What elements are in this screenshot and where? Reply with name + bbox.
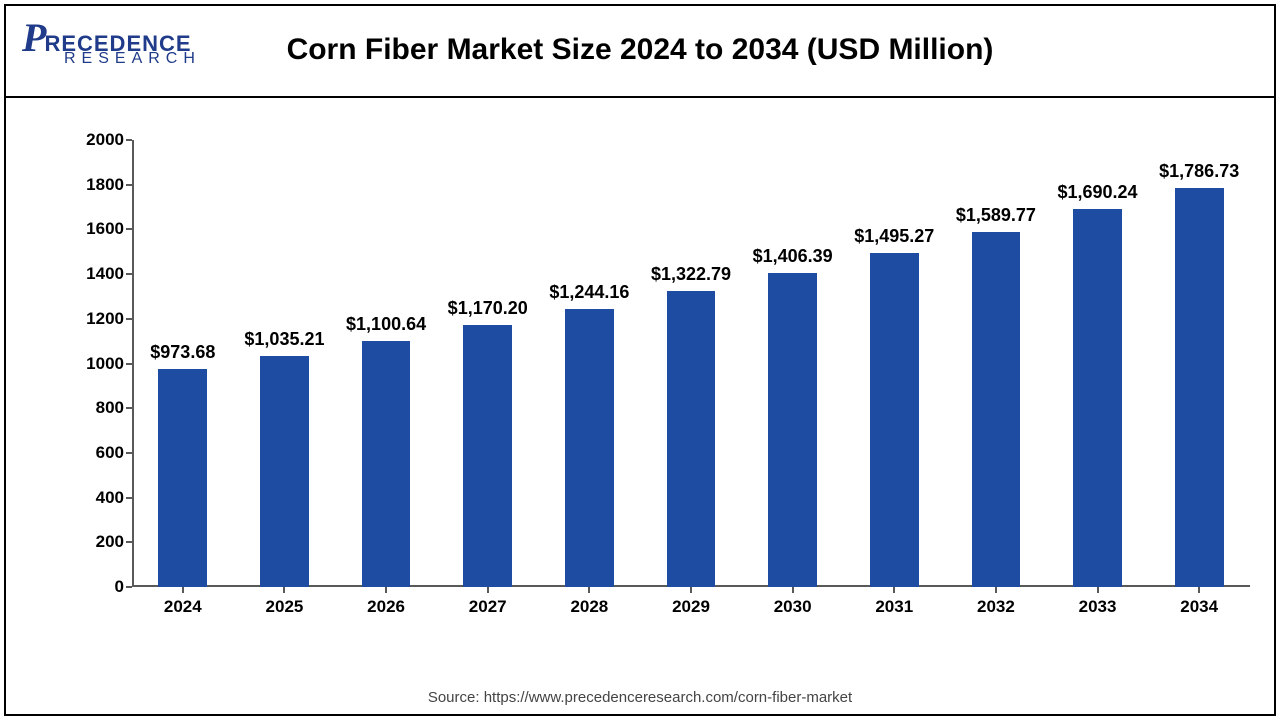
bar (1073, 209, 1122, 587)
y-tick-mark (126, 407, 132, 409)
x-tick-mark (1198, 587, 1200, 593)
x-tick-mark (487, 587, 489, 593)
bar (768, 273, 817, 587)
bar (362, 341, 411, 587)
y-tick-label: 1600 (72, 219, 124, 239)
y-tick-label: 1000 (72, 354, 124, 374)
bar (870, 253, 919, 587)
bar-value-label: $1,170.20 (448, 298, 528, 319)
x-tick-mark (792, 587, 794, 593)
x-tick-mark (690, 587, 692, 593)
bar (972, 232, 1021, 587)
y-tick-mark (126, 363, 132, 365)
bar (463, 325, 512, 587)
x-tick-mark (1097, 587, 1099, 593)
bar (260, 356, 309, 587)
bar-value-label: $1,244.16 (549, 282, 629, 303)
x-tick-label: 2029 (672, 597, 710, 617)
chart-area: 0200400600800100012001400160018002000 $9… (70, 140, 1250, 625)
y-tick-label: 1800 (72, 175, 124, 195)
y-tick-mark (126, 184, 132, 186)
x-tick-label: 2032 (977, 597, 1015, 617)
y-tick-mark (126, 586, 132, 588)
y-axis (132, 140, 134, 587)
y-tick-label: 0 (72, 577, 124, 597)
y-tick-label: 1200 (72, 309, 124, 329)
x-tick-label: 2028 (570, 597, 608, 617)
y-tick-mark (126, 139, 132, 141)
bar (667, 291, 716, 587)
x-tick-label: 2027 (469, 597, 507, 617)
y-tick-mark (126, 452, 132, 454)
x-tick-label: 2030 (774, 597, 812, 617)
x-tick-mark (283, 587, 285, 593)
x-tick-label: 2024 (164, 597, 202, 617)
y-tick-label: 800 (72, 398, 124, 418)
y-tick-mark (126, 228, 132, 230)
x-tick-label: 2026 (367, 597, 405, 617)
bar (158, 369, 207, 587)
logo-subtitle: RESEARCH (64, 50, 201, 68)
header: P RECEDENCE RESEARCH Corn Fiber Market S… (4, 4, 1276, 98)
bar (565, 309, 614, 587)
x-tick-label: 2031 (875, 597, 913, 617)
bar-value-label: $1,100.64 (346, 314, 426, 335)
plot-area: 0200400600800100012001400160018002000 $9… (132, 140, 1250, 587)
x-tick-mark (588, 587, 590, 593)
x-tick-mark (893, 587, 895, 593)
y-tick-mark (126, 318, 132, 320)
y-tick-label: 200 (72, 532, 124, 552)
y-tick-mark (126, 497, 132, 499)
x-tick-mark (182, 587, 184, 593)
y-tick-label: 1400 (72, 264, 124, 284)
bar-value-label: $1,035.21 (244, 329, 324, 350)
bar-value-label: $1,690.24 (1057, 182, 1137, 203)
x-tick-mark (995, 587, 997, 593)
x-tick-label: 2034 (1180, 597, 1218, 617)
logo-letter: P (22, 18, 46, 58)
y-tick-mark (126, 541, 132, 543)
bar-value-label: $1,322.79 (651, 264, 731, 285)
source-text: Source: https://www.precedenceresearch.c… (0, 689, 1280, 706)
y-tick-label: 2000 (72, 130, 124, 150)
y-tick-mark (126, 273, 132, 275)
y-tick-label: 400 (72, 488, 124, 508)
bar-value-label: $1,495.27 (854, 226, 934, 247)
bar (1175, 188, 1224, 587)
x-tick-mark (385, 587, 387, 593)
y-tick-label: 600 (72, 443, 124, 463)
bar-value-label: $1,589.77 (956, 205, 1036, 226)
bar-value-label: $1,406.39 (753, 246, 833, 267)
bar-value-label: $973.68 (150, 342, 215, 363)
x-tick-label: 2033 (1079, 597, 1117, 617)
x-tick-label: 2025 (266, 597, 304, 617)
bar-value-label: $1,786.73 (1159, 161, 1239, 182)
